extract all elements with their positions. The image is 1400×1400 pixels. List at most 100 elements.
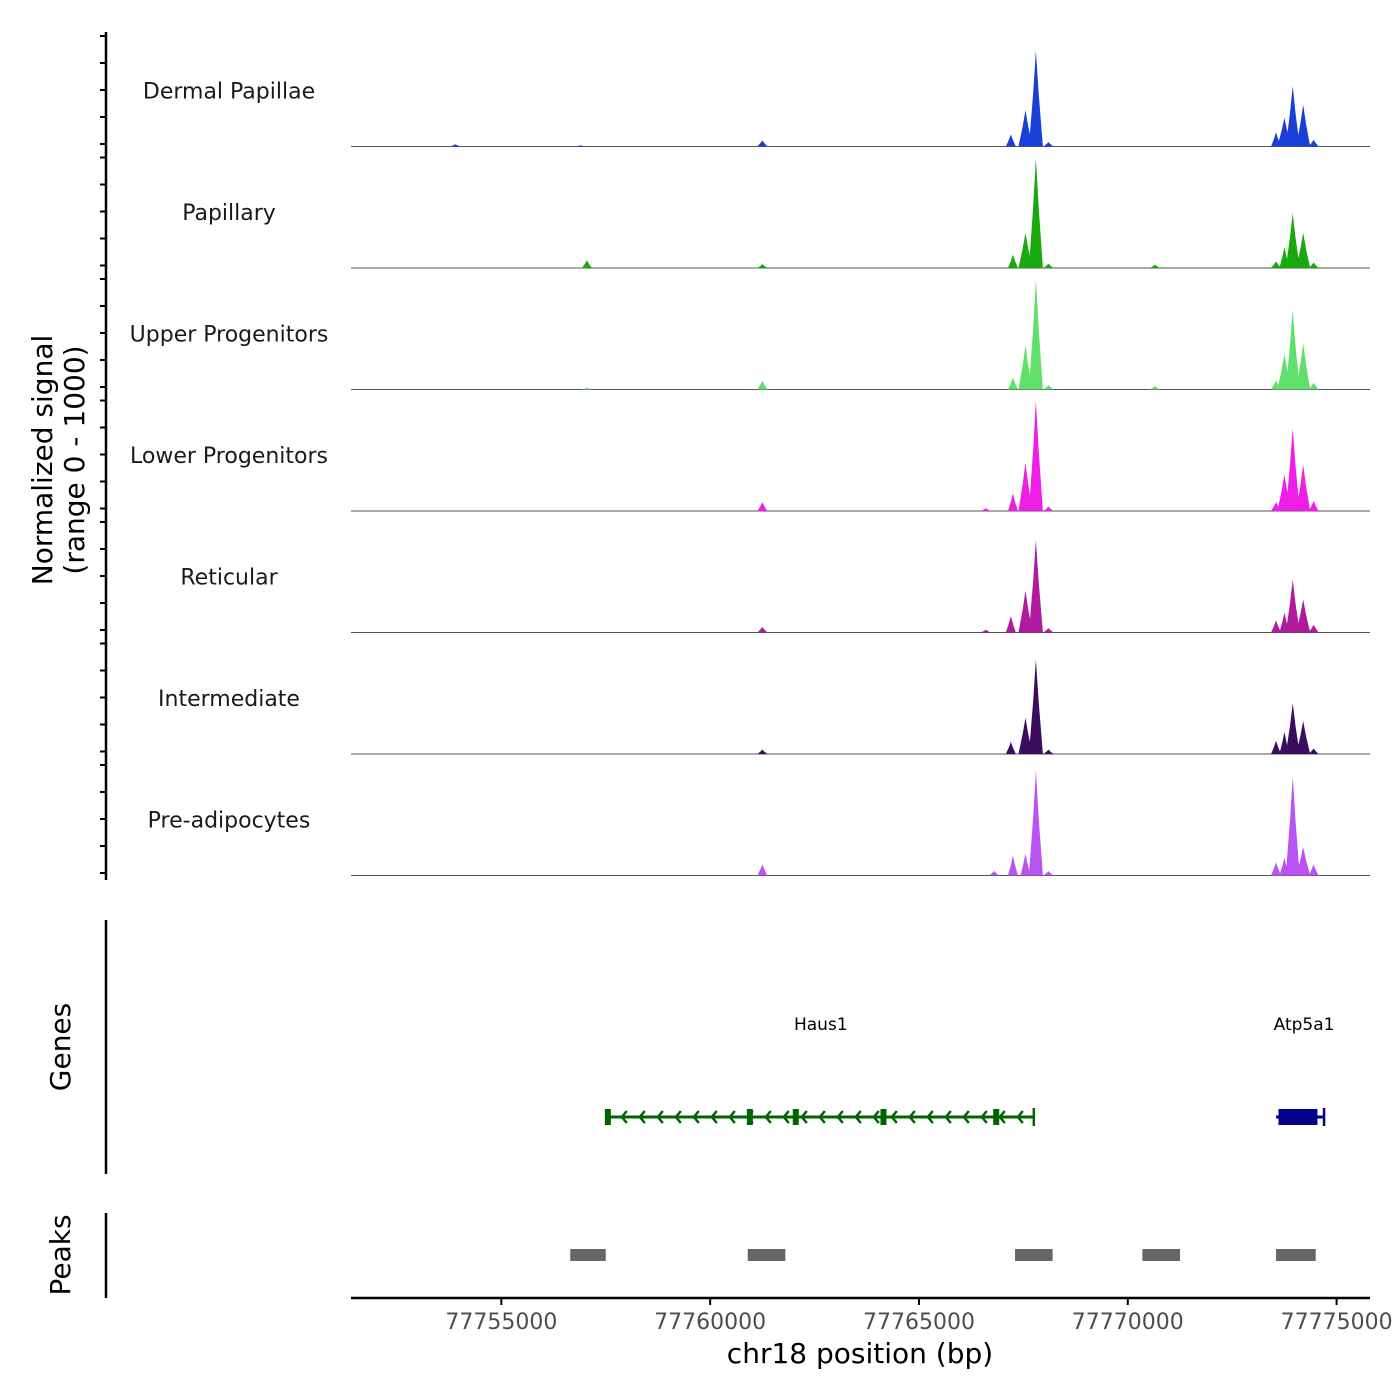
peak-region [1015, 1249, 1053, 1261]
strand-arrow [908, 1110, 916, 1124]
signal-peak [757, 749, 768, 754]
gene-exon [604, 1109, 611, 1125]
strand-arrow [962, 1110, 970, 1124]
x-tick-label: 77770000 [1072, 1310, 1184, 1335]
signal-peak [1007, 493, 1018, 511]
signal-peak [1028, 771, 1043, 876]
signal-peak [1007, 377, 1018, 390]
x-tick-label: 77765000 [863, 1310, 975, 1335]
signal-peak [1271, 862, 1282, 876]
track-label: Dermal Papillae [143, 80, 315, 105]
signal-peak [1296, 343, 1311, 390]
signal-peak [1028, 158, 1043, 268]
signal-peak [1296, 599, 1311, 633]
signal-peak [1043, 506, 1054, 511]
signal-peak [1308, 382, 1319, 390]
signal-peak [1149, 264, 1160, 268]
signal-peak [1285, 428, 1300, 511]
signal-peak [1028, 401, 1043, 511]
signal-peak [1007, 254, 1018, 268]
signal-peak [581, 260, 592, 268]
strand-arrow [728, 1110, 736, 1124]
coverage-tracks: Dermal Papillae Papillary Upper Progenitor… [130, 50, 1370, 876]
signal-peak [757, 380, 768, 390]
track-intermediate: Intermediate [158, 659, 1370, 755]
gene-exon [746, 1109, 753, 1125]
signal-peak [1043, 749, 1054, 754]
signal-peak [1018, 345, 1033, 390]
track-label: Reticular [180, 566, 278, 591]
strand-arrow [836, 1110, 844, 1124]
track-label: Papillary [182, 201, 276, 226]
signal-peak [1018, 462, 1033, 511]
strand-arrow [818, 1110, 826, 1124]
signal-peak [1271, 740, 1282, 754]
signal-peak [757, 627, 768, 633]
signal-peak [581, 387, 592, 390]
signal-peak [757, 264, 768, 268]
strand-arrow [674, 1110, 682, 1124]
signal-peak [1020, 853, 1031, 876]
signal-peak [1028, 50, 1043, 147]
signal-peak [1308, 139, 1319, 147]
peak-regions [570, 1249, 1316, 1261]
signal-peak [757, 502, 768, 511]
signal-peak [989, 871, 1000, 876]
signal-peak [1005, 134, 1016, 147]
signal-peak [1296, 464, 1311, 511]
signal-peak [1028, 540, 1043, 633]
x-axis-ticks: 77755000 77760000 77765000 77770000 77775000 [445, 1298, 1393, 1335]
signal-peak [1149, 386, 1160, 390]
strand-arrow [656, 1110, 664, 1124]
y-axis-label: Normalized signal [26, 335, 59, 586]
y-axis-title: Normalized signal (range 0 - 1000) [26, 335, 91, 586]
signal-peak [1308, 748, 1319, 754]
x-tick-label: 77775000 [1281, 1310, 1393, 1335]
x-tick-label: 77760000 [654, 1310, 766, 1335]
gene-annotations: Haus1 Atp5a1 [604, 1015, 1334, 1126]
track-reticular: Reticular [180, 540, 1370, 633]
signal-peak [980, 508, 991, 511]
strand-arrow [764, 1110, 772, 1124]
x-axis-label: chr18 position (bp) [727, 1337, 993, 1370]
track-dermal-papillae: Dermal Papillae [143, 50, 1370, 147]
signal-peak [1285, 86, 1300, 147]
track-upper-progenitors: Upper Progenitors [130, 279, 1370, 390]
signal-peak [1271, 261, 1282, 268]
signal-peak [1308, 864, 1319, 876]
signal-peak [1285, 213, 1300, 268]
signal-peak [1043, 871, 1054, 876]
strand-arrow [980, 1110, 988, 1124]
gene-atp5a1: Atp5a1 [1274, 1015, 1334, 1126]
signal-peak [980, 629, 991, 633]
signal-peak [1043, 628, 1054, 633]
track-lower-progenitors: Lower Progenitors [130, 401, 1370, 512]
strand-arrow [800, 1110, 808, 1124]
gene-label: Haus1 [794, 1015, 848, 1035]
signal-peak [1043, 385, 1054, 390]
signal-peak [1308, 262, 1319, 268]
y-axis-sublabel: (range 0 - 1000) [58, 345, 91, 574]
genes-panel-label: Genes [44, 1003, 77, 1091]
strand-arrow [944, 1110, 952, 1124]
signal-peak [1018, 717, 1033, 754]
gene-haus1: Haus1 [604, 1015, 1036, 1126]
strand-arrow [782, 1110, 790, 1124]
signal-peak [1296, 721, 1311, 754]
signal-peak [1296, 846, 1311, 876]
track-pre-adipocytes: Pre-adipocytes [148, 771, 1370, 876]
gene-exon [1278, 1109, 1295, 1125]
signal-peak [1271, 620, 1282, 633]
signal-peak [1043, 142, 1054, 147]
signal-peak [1285, 579, 1300, 633]
signal-peak [1005, 616, 1016, 633]
strand-arrow [854, 1110, 862, 1124]
track-label: Pre-adipocytes [148, 809, 311, 834]
peak-region [1276, 1249, 1316, 1261]
track-label: Intermediate [158, 687, 300, 712]
gene-exon [792, 1109, 799, 1125]
signal-peak [1007, 855, 1018, 876]
signal-peak [575, 145, 586, 147]
gene-exon [993, 1109, 1000, 1125]
